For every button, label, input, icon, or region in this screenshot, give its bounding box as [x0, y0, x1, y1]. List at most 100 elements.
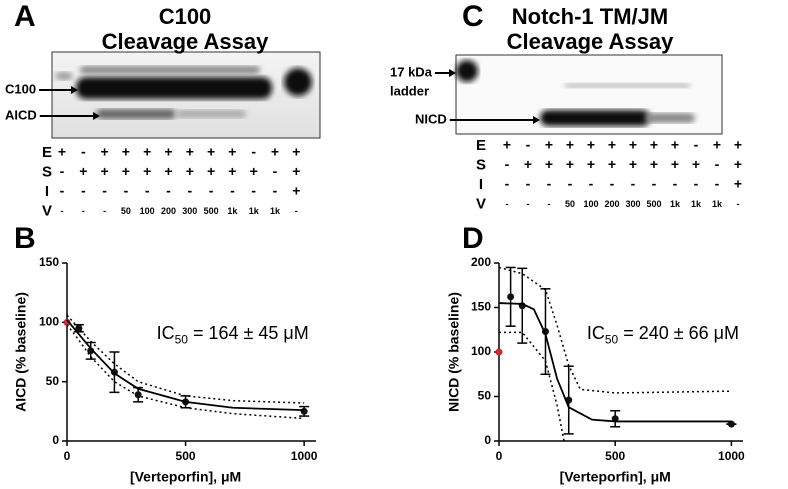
blot-title: Cleavage Assay: [102, 29, 270, 54]
y-tick-label: 150: [39, 255, 59, 269]
lane-cell: 1k: [249, 206, 260, 216]
lane-cell: -: [82, 206, 85, 216]
lane-cell: -: [60, 163, 65, 179]
annotation: = 164 ± 45 μM: [193, 323, 309, 343]
y-tick-label: 0: [484, 433, 491, 447]
row-label: V: [476, 195, 486, 212]
row-label: I: [479, 176, 483, 193]
lane-cell: -: [61, 206, 64, 216]
lane-cell: +: [228, 144, 236, 160]
lane-cell: +: [629, 137, 637, 153]
lane-cell: -: [81, 144, 86, 160]
blot-image: [455, 54, 723, 135]
lane-cell: -: [251, 183, 256, 199]
row-label: S: [42, 163, 52, 180]
lane-cell: +: [292, 183, 300, 199]
y-tick-label: 100: [471, 344, 491, 358]
confidence-band: [499, 331, 565, 442]
lane-cell: -: [715, 176, 720, 192]
lane-cell: -: [295, 206, 298, 216]
lane-cell: -: [715, 156, 720, 172]
band-label: C100: [5, 81, 36, 96]
lane-cell: +: [58, 144, 66, 160]
lane-cell: 1k: [691, 199, 702, 209]
lane-cell: 50: [565, 199, 575, 209]
row-label: V: [42, 202, 52, 219]
confidence-band: [498, 266, 732, 394]
annotation-subscript: 50: [175, 332, 189, 346]
lane-cell: -: [526, 137, 531, 153]
lane-cell: 1k: [670, 199, 681, 209]
lane-cell: +: [734, 176, 742, 192]
fit-line: [66, 319, 305, 412]
lane-cell: -: [187, 183, 192, 199]
lane-cell: 200: [604, 199, 619, 209]
lane-cell: +: [650, 156, 658, 172]
lane-cell: 300: [182, 206, 197, 216]
lane-cell: -: [81, 183, 86, 199]
lane-cell: -: [673, 176, 678, 192]
lane-cell: -: [273, 163, 278, 179]
lane-cell: +: [228, 163, 236, 179]
lane-cell: -: [273, 183, 278, 199]
point: [507, 293, 515, 301]
row-label: E: [476, 137, 486, 154]
lane-cell: -: [694, 176, 699, 192]
panel-label: D: [462, 222, 484, 255]
y-tick-label: 50: [46, 374, 60, 388]
annotation: IC: [587, 323, 605, 343]
panel-label: A: [14, 0, 36, 33]
lane-cell: -: [124, 183, 129, 199]
lane-cell: +: [524, 156, 532, 172]
lane-cell: -: [737, 199, 740, 209]
y-axis-label: AICD (% baseline): [13, 292, 29, 412]
lane-cell: +: [566, 137, 574, 153]
lane-cell: +: [503, 137, 511, 153]
lane-cell: +: [545, 156, 553, 172]
lane-cell: +: [734, 137, 742, 153]
lane-cell: -: [506, 199, 509, 209]
band-label: NICD: [415, 111, 447, 126]
annotation-subscript: 50: [605, 332, 619, 346]
x-tick-label: 1000: [718, 449, 745, 463]
lane-cell: +: [143, 163, 151, 179]
lane-cell: +: [650, 137, 658, 153]
blot-title: C100: [159, 4, 212, 29]
lane-cell: +: [545, 137, 553, 153]
lane-cell: -: [103, 206, 106, 216]
lane-cell: +: [271, 144, 279, 160]
y-tick-label: 50: [478, 389, 492, 403]
lane-cell: -: [610, 176, 615, 192]
lane-cell: +: [207, 163, 215, 179]
x-axis-label: [Verteporfin], μM: [560, 469, 671, 485]
x-tick-label: 0: [64, 449, 71, 463]
lane-cell: +: [122, 144, 130, 160]
lane-cell: 500: [646, 199, 661, 209]
lane-cell: 1k: [270, 206, 281, 216]
lane-cell: -: [505, 176, 510, 192]
band-label: 17 kDa: [390, 64, 433, 79]
row-label: E: [42, 144, 52, 161]
lane-cell: -: [589, 176, 594, 192]
lane-cell: +: [671, 156, 679, 172]
lane-cell: +: [164, 144, 172, 160]
x-tick-label: 500: [605, 449, 625, 463]
point: [63, 318, 71, 326]
lane-cell: -: [527, 199, 530, 209]
lane-cell: -: [526, 176, 531, 192]
lane-cell: 300: [625, 199, 640, 209]
lane-cell: 500: [204, 206, 219, 216]
lane-cell: 1k: [227, 206, 238, 216]
lane-cell: +: [143, 144, 151, 160]
point: [300, 407, 308, 415]
lane-cell: 50: [121, 206, 131, 216]
lane-cell: +: [713, 137, 721, 153]
lane-cell: +: [164, 163, 172, 179]
lane-cell: -: [631, 176, 636, 192]
annotation: IC: [157, 323, 175, 343]
lane-cell: -: [251, 144, 256, 160]
panel-label: B: [14, 222, 36, 255]
lane-cell: -: [145, 183, 150, 199]
lane-cell: +: [608, 137, 616, 153]
